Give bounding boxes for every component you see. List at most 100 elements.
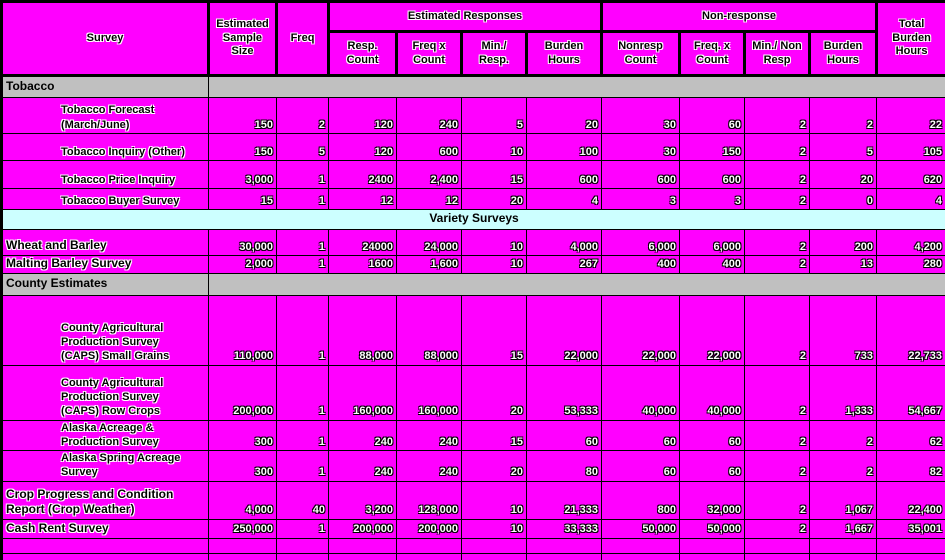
value-cell: 250,000 — [208, 518, 277, 539]
value-cell: 240 — [396, 450, 462, 482]
value-cell: 21,333 — [525, 480, 603, 520]
survey-data-row: Tobacco Inquiry (Other) 150 5 120 600 10 100 30… — [1, 133, 945, 161]
value-cell: 22,000 — [601, 294, 681, 366]
empty-cell — [208, 537, 277, 554]
empty-cell — [1, 537, 209, 554]
survey-data-row: Wheat and Barley 30,000 1 24000 24,000 10 4,00… — [1, 229, 945, 256]
value-cell: 10 — [461, 480, 527, 520]
value-cell: 3 — [601, 188, 681, 210]
value-cell: 1 — [276, 364, 329, 421]
value-cell: 20 — [809, 160, 878, 189]
value-cell: 1 — [276, 188, 329, 210]
group-band-title: Variety Surveys — [0, 209, 945, 230]
value-cell: 6,000 — [679, 229, 746, 256]
value-cell: 2 — [744, 294, 811, 366]
empty-cell — [328, 552, 397, 560]
value-cell: 100 — [525, 133, 603, 161]
value-cell: 60 — [601, 450, 681, 482]
empty-cell — [601, 537, 681, 554]
value-cell: 200,000 — [396, 518, 462, 539]
survey-name-cell: Wheat and Barley — [1, 229, 209, 256]
value-cell: 15 — [461, 419, 527, 452]
value-cell: 2 — [744, 480, 811, 520]
value-cell: 22,400 — [876, 480, 945, 520]
value-cell: 150 — [208, 133, 277, 161]
survey-name-cell: Tobacco Buyer Survey — [1, 188, 209, 210]
value-cell: 5 — [809, 133, 878, 161]
survey-name-cell: County Agricultural Production Survey (C… — [1, 364, 209, 421]
value-cell: 1 — [276, 419, 329, 452]
value-cell: 280 — [876, 255, 945, 274]
survey-data-row: Alaska Spring Acreage Survey 300 1 240 240 20… — [1, 450, 945, 482]
value-cell: 20 — [461, 450, 527, 482]
value-cell: 600 — [396, 133, 462, 161]
survey-name-cell: Malting Barley Survey — [1, 255, 209, 274]
value-cell: 1 — [276, 294, 329, 366]
value-cell: 24,000 — [396, 229, 462, 256]
value-cell: 2 — [809, 419, 878, 452]
value-cell: 53,333 — [525, 364, 603, 421]
value-cell: 50,000 — [679, 518, 746, 539]
value-cell: 4 — [525, 188, 603, 210]
col-group-estimated-responses: Estimated Responses — [326, 0, 604, 33]
value-cell: 120 — [328, 133, 397, 161]
value-cell: 400 — [601, 255, 681, 274]
value-cell: 733 — [809, 294, 878, 366]
empty-cell — [1, 552, 209, 560]
empty-cell — [876, 552, 945, 560]
value-cell: 3 — [679, 188, 746, 210]
empty-cell — [679, 537, 746, 554]
col-header-nonresp-count: Nonresp Count — [600, 30, 682, 77]
value-cell: 4,000 — [208, 480, 277, 520]
value-cell: 35,001 — [876, 518, 945, 539]
header-sub-row: Resp. Count Freq x Count Min./ Resp. Bur… — [2, 30, 945, 77]
value-cell: 160,000 — [396, 364, 462, 421]
value-cell: 6,000 — [601, 229, 681, 256]
value-cell: 22 — [876, 97, 945, 134]
value-cell: 30 — [601, 133, 681, 161]
value-cell: 10 — [461, 518, 527, 539]
value-cell: 10 — [461, 255, 527, 274]
col-header-nonresp-freq-x-count: Freq. x Count — [678, 30, 747, 77]
value-cell: 15 — [208, 188, 277, 210]
survey-data-row: Crop Progress and Condition Report (Crop… — [1, 480, 945, 520]
value-cell: 2 — [744, 133, 811, 161]
value-cell: 88,000 — [396, 294, 462, 366]
value-cell: 22,733 — [876, 294, 945, 366]
value-cell: 60 — [525, 419, 603, 452]
empty-cell — [809, 552, 878, 560]
value-cell: 240 — [396, 419, 462, 452]
col-header-nonresp-burden-hours: Burden Hours — [808, 30, 879, 77]
section-fill — [207, 75, 945, 98]
value-cell: 30,000 — [208, 229, 277, 256]
empty-cell — [525, 537, 603, 554]
value-cell: 150 — [679, 133, 746, 161]
value-cell: 128,000 — [396, 480, 462, 520]
value-cell: 600 — [601, 160, 681, 189]
value-cell: 4 — [876, 188, 945, 210]
value-cell: 12 — [396, 188, 462, 210]
survey-data-row: County Agricultural Production Survey (C… — [1, 364, 945, 421]
value-cell: 240 — [328, 419, 397, 452]
value-cell: 3,000 — [208, 160, 277, 189]
empty-cell — [276, 552, 329, 560]
survey-data-row: Tobacco Price Inquiry 3,000 1 2400 2,400 15 60… — [1, 160, 945, 189]
value-cell: 13 — [809, 255, 878, 274]
value-cell: 60 — [601, 419, 681, 452]
value-cell: 1 — [276, 518, 329, 539]
col-header-min-resp: Min./ Resp. — [460, 30, 528, 77]
empty-cell — [601, 552, 681, 560]
value-cell: 80 — [525, 450, 603, 482]
value-cell: 2 — [744, 255, 811, 274]
value-cell: 2 — [744, 419, 811, 452]
empty-cell — [396, 552, 462, 560]
col-group-non-response: Non-response — [600, 0, 879, 33]
survey-data-row: Malting Barley Survey 2,000 1 1600 1,600 10 26… — [1, 255, 945, 274]
empty-cell — [208, 552, 277, 560]
group-band-row: Variety Surveys — [0, 209, 945, 230]
empty-cell — [461, 552, 527, 560]
survey-name-cell: Tobacco Forecast (March/June) — [1, 97, 209, 134]
value-cell: 2,000 — [208, 255, 277, 274]
